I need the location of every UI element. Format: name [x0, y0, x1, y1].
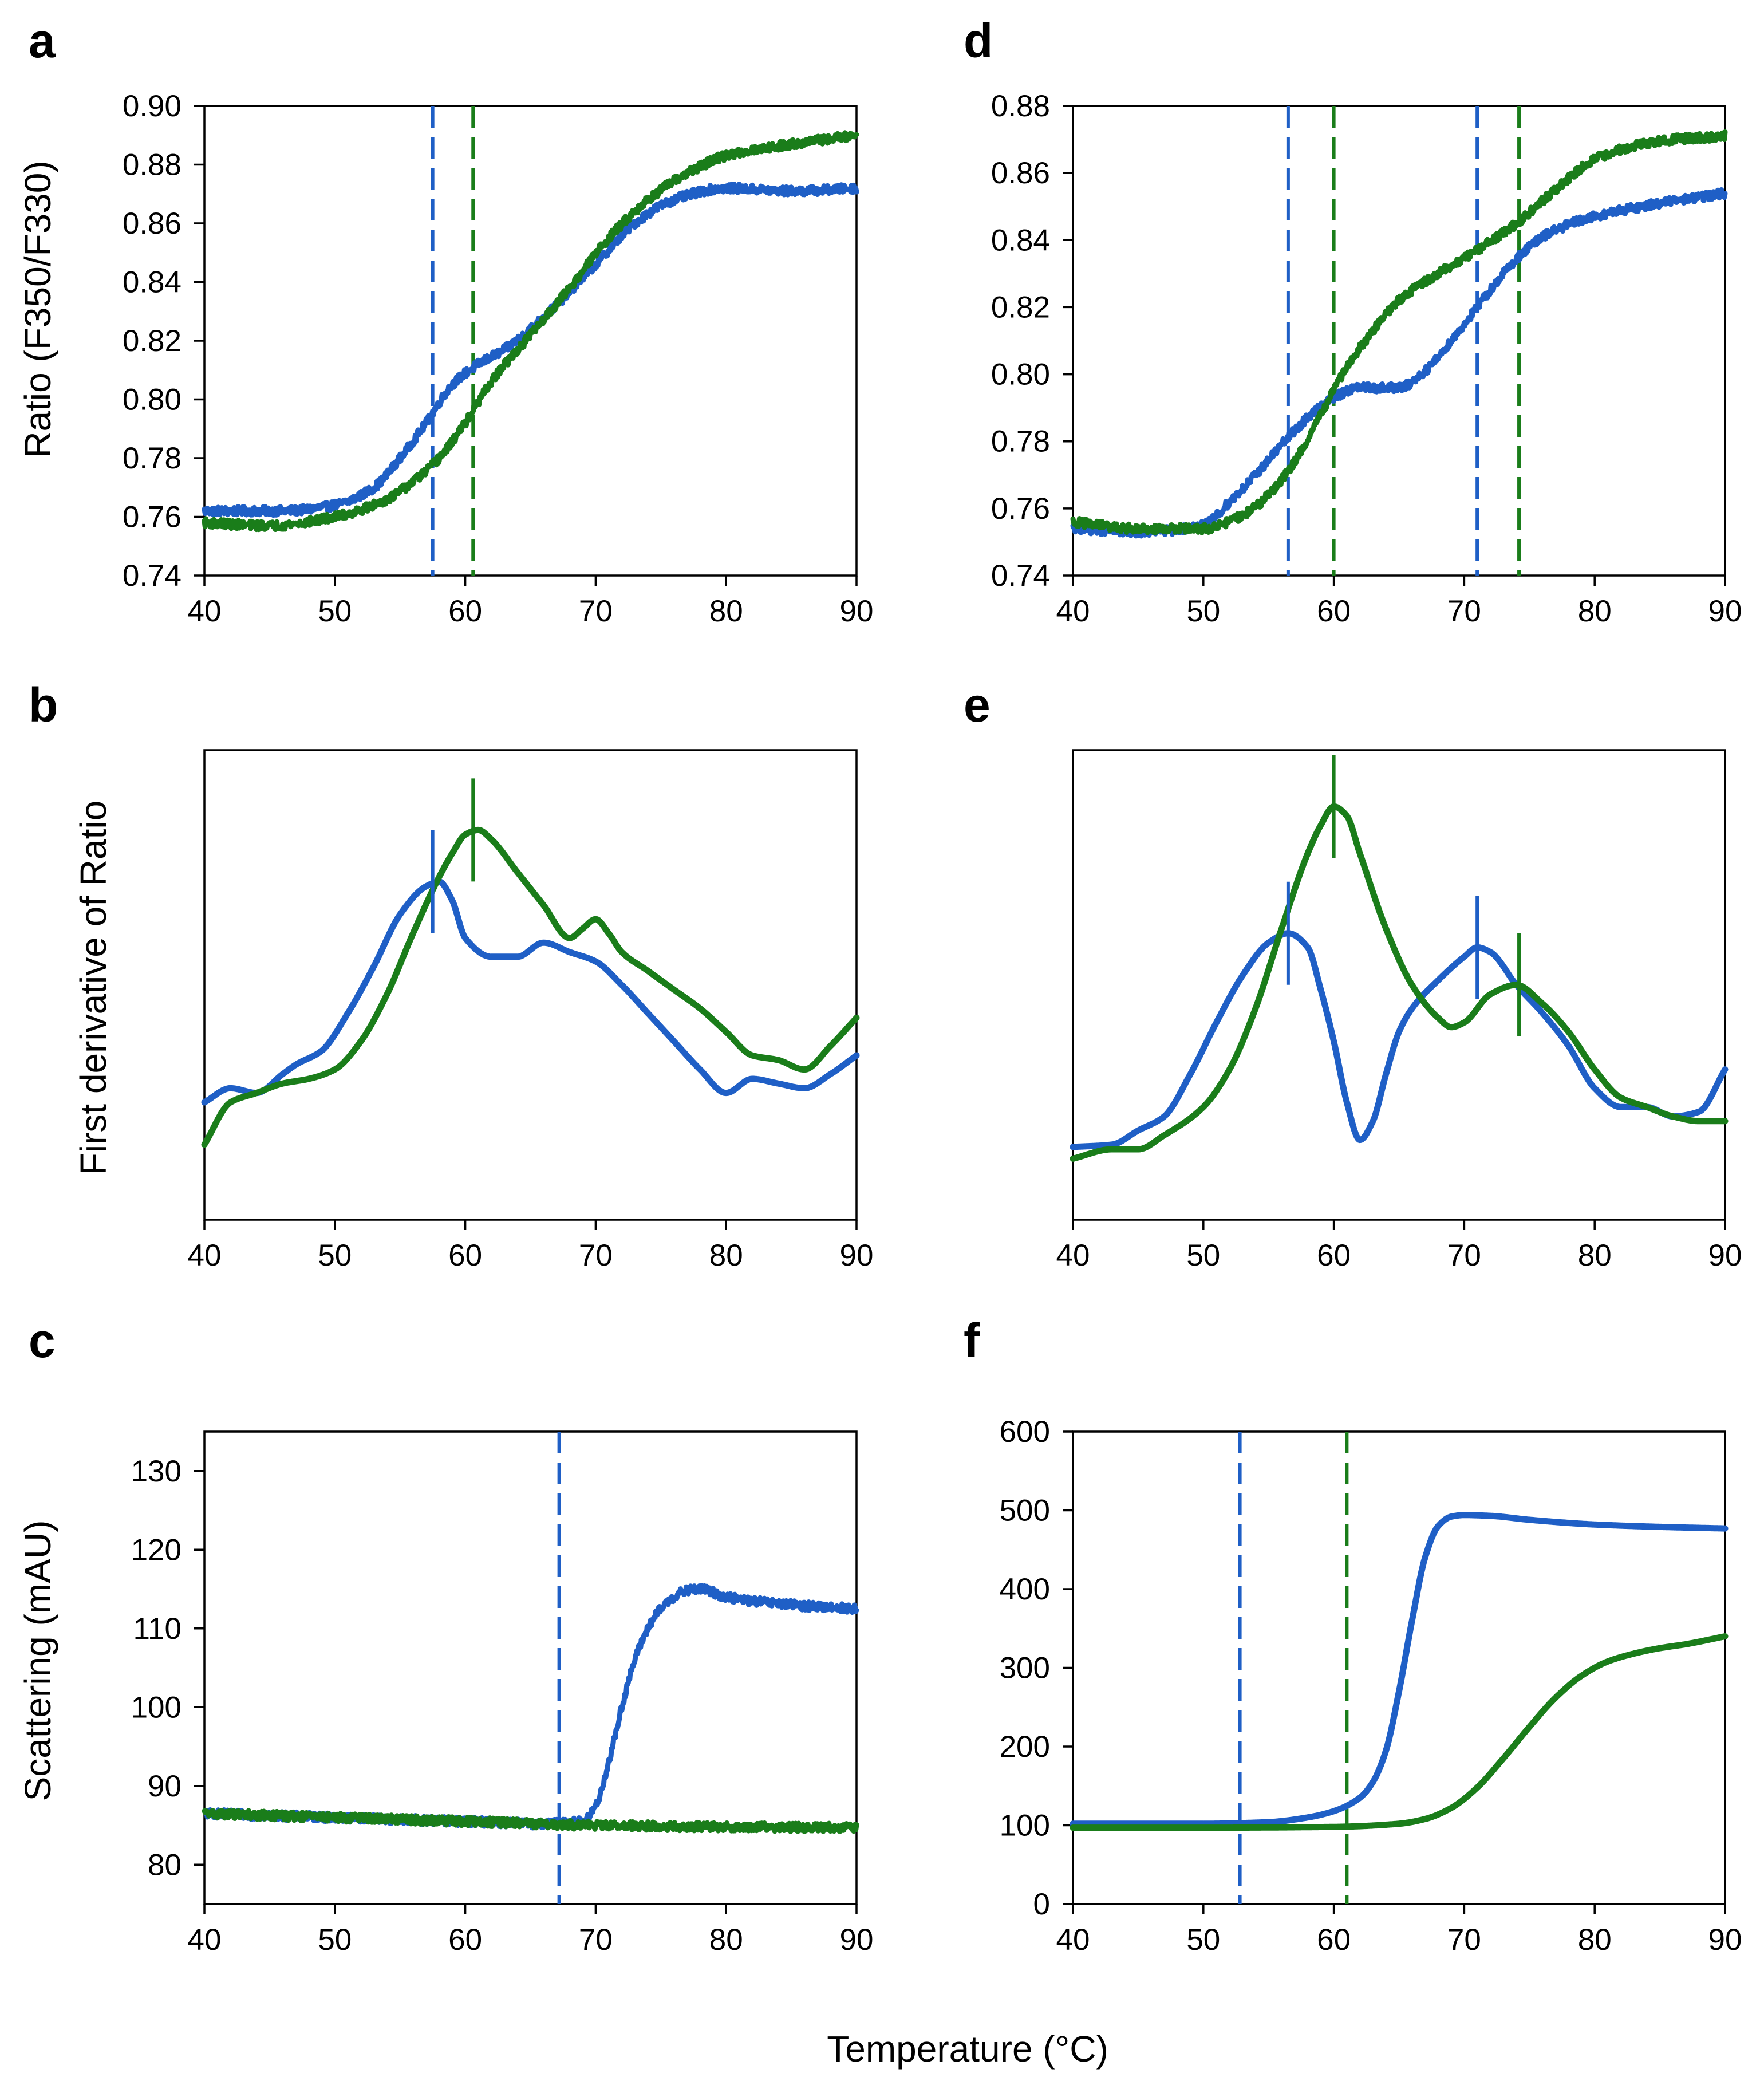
panel-c: c 40 50 60 70 80 90 80 90 100 110 120 130	[29, 1314, 873, 1957]
series-f-green	[1070, 1633, 1729, 1831]
y-tick-label-c-1: 90	[148, 1769, 181, 1803]
x-tick-label-b-80: 80	[709, 1239, 743, 1272]
series-d-green	[1070, 129, 1728, 535]
y-tick-label-f-3: 300	[1000, 1652, 1050, 1685]
x-tick-label-d-90: 90	[1708, 594, 1742, 628]
x-tick-label-b-70: 70	[579, 1239, 613, 1272]
y-tick-label-f-1: 100	[1000, 1809, 1050, 1843]
series-f-blue	[1070, 1512, 1729, 1827]
y-tick-label-f-2: 200	[1000, 1730, 1050, 1764]
panel-letter-a: a	[29, 14, 56, 68]
x-tick-label-b-60: 60	[448, 1239, 482, 1272]
x-tick-label-c-60: 60	[448, 1923, 482, 1957]
xlabel-temperature: Temperature (°C)	[827, 2028, 1108, 2070]
y-tick-label-c-2: 100	[131, 1690, 181, 1724]
panel-letter-d: d	[964, 14, 993, 68]
x-tick-label-c-40: 40	[188, 1923, 222, 1957]
x-tick-label-f-60: 60	[1317, 1923, 1351, 1957]
y-tick-label-a-2: 0.78	[123, 442, 181, 475]
x-tick-label-a-60: 60	[448, 594, 482, 628]
x-tick-label-d-60: 60	[1317, 594, 1351, 628]
x-tick-label-b-90: 90	[840, 1239, 874, 1272]
series-b-green	[201, 826, 860, 1148]
ylabel-ratio: Ratio (F350/F330)	[17, 160, 58, 458]
panel-d: d 40 50 60 70 80 90 0.74 0.76 0.78 0.80 0.82 0.84 0.8…	[964, 14, 1742, 628]
y-tick-label-f-4: 400	[1000, 1572, 1050, 1606]
series-e-blue	[1070, 930, 1729, 1150]
plot-frame-d	[1072, 105, 1726, 577]
x-tick-label-a-80: 80	[709, 594, 743, 628]
x-tick-label-a-90: 90	[840, 594, 874, 628]
x-tick-label-f-50: 50	[1186, 1923, 1220, 1957]
panel-b: b 40 50 60 70 80 90	[29, 678, 873, 1272]
y-tick-label-a-4: 0.82	[123, 324, 181, 358]
y-tick-label-a-0: 0.74	[123, 559, 181, 593]
y-tick-label-d-6: 0.86	[991, 156, 1050, 190]
x-tick-label-c-90: 90	[840, 1923, 874, 1957]
x-tick-label-d-50: 50	[1186, 594, 1220, 628]
x-tick-label-a-40: 40	[188, 594, 222, 628]
y-tick-label-f-5: 500	[1000, 1494, 1050, 1528]
y-tick-label-a-3: 0.80	[123, 383, 181, 417]
x-tick-label-d-40: 40	[1056, 594, 1090, 628]
x-tick-label-f-80: 80	[1578, 1923, 1612, 1957]
ylabel-first-derivative: First derivative of Ratio	[73, 801, 114, 1175]
panel-e: e 40 50 60 70 80 90	[964, 678, 1742, 1272]
x-tick-label-e-80: 80	[1578, 1239, 1612, 1272]
y-tick-label-c-5: 130	[131, 1455, 181, 1488]
series-e-green	[1070, 803, 1729, 1162]
x-tick-label-e-70: 70	[1447, 1239, 1481, 1272]
panel-letter-f: f	[964, 1314, 980, 1367]
plot-frame-b	[203, 749, 858, 1221]
panel-letter-c: c	[29, 1314, 56, 1367]
x-tick-label-e-40: 40	[1056, 1239, 1090, 1272]
y-tick-label-d-4: 0.82	[991, 290, 1050, 324]
x-tick-label-c-80: 80	[709, 1923, 743, 1957]
x-tick-label-d-80: 80	[1578, 594, 1612, 628]
x-tick-label-f-70: 70	[1447, 1923, 1481, 1957]
y-tick-label-a-1: 0.76	[123, 500, 181, 534]
y-tick-label-a-6: 0.86	[123, 207, 181, 241]
y-tick-label-d-7: 0.88	[991, 89, 1050, 123]
plot-frame-e	[1072, 749, 1726, 1221]
x-tick-label-c-50: 50	[318, 1923, 352, 1957]
y-tick-label-d-5: 0.84	[991, 223, 1050, 257]
y-tick-label-a-5: 0.84	[123, 266, 181, 299]
chart-panels: a 40 50 60 70 80 90 0.74 0.76 0.78 0.80 0.82 0.84 0.8…	[29, 14, 1742, 1957]
y-tick-label-f-0: 0	[1033, 1887, 1050, 1921]
y-tick-label-a-8: 0.90	[123, 89, 181, 123]
y-tick-label-f-6: 600	[1000, 1415, 1050, 1449]
series-c-green	[202, 1808, 859, 1834]
x-tick-label-a-50: 50	[318, 594, 352, 628]
panel-letter-b: b	[29, 678, 58, 732]
panel-letter-e: e	[964, 678, 990, 732]
x-tick-label-b-50: 50	[318, 1239, 352, 1272]
y-tick-label-d-0: 0.74	[991, 559, 1050, 593]
x-tick-label-a-70: 70	[579, 594, 613, 628]
y-tick-label-c-0: 80	[148, 1848, 181, 1882]
x-tick-label-d-70: 70	[1447, 594, 1481, 628]
y-tick-label-a-7: 0.88	[123, 148, 181, 182]
x-tick-label-f-40: 40	[1056, 1923, 1090, 1957]
x-tick-label-e-50: 50	[1186, 1239, 1220, 1272]
series-b-blue	[201, 878, 860, 1106]
y-tick-label-d-3: 0.80	[991, 358, 1050, 392]
x-tick-label-f-90: 90	[1708, 1923, 1742, 1957]
y-tick-label-d-1: 0.76	[991, 492, 1050, 526]
ylabel-scattering: Scattering (mAU)	[17, 1520, 58, 1802]
plot-frame-c	[203, 1430, 858, 1905]
x-tick-label-b-40: 40	[188, 1239, 222, 1272]
y-tick-label-c-3: 110	[133, 1612, 182, 1646]
x-tick-label-c-70: 70	[579, 1923, 613, 1957]
y-tick-label-d-2: 0.78	[991, 425, 1050, 459]
x-tick-label-e-90: 90	[1708, 1239, 1742, 1272]
panel-f: f 40 50 60 70 80 90 0 100 200 300 400 500 600	[964, 1314, 1742, 1957]
panel-a: a 40 50 60 70 80 90 0.74 0.76 0.78 0.80 0.82 0.84 0.8…	[29, 14, 873, 628]
x-tick-label-e-60: 60	[1317, 1239, 1351, 1272]
y-tick-label-c-4: 120	[131, 1533, 181, 1567]
series-a-green	[202, 130, 859, 533]
